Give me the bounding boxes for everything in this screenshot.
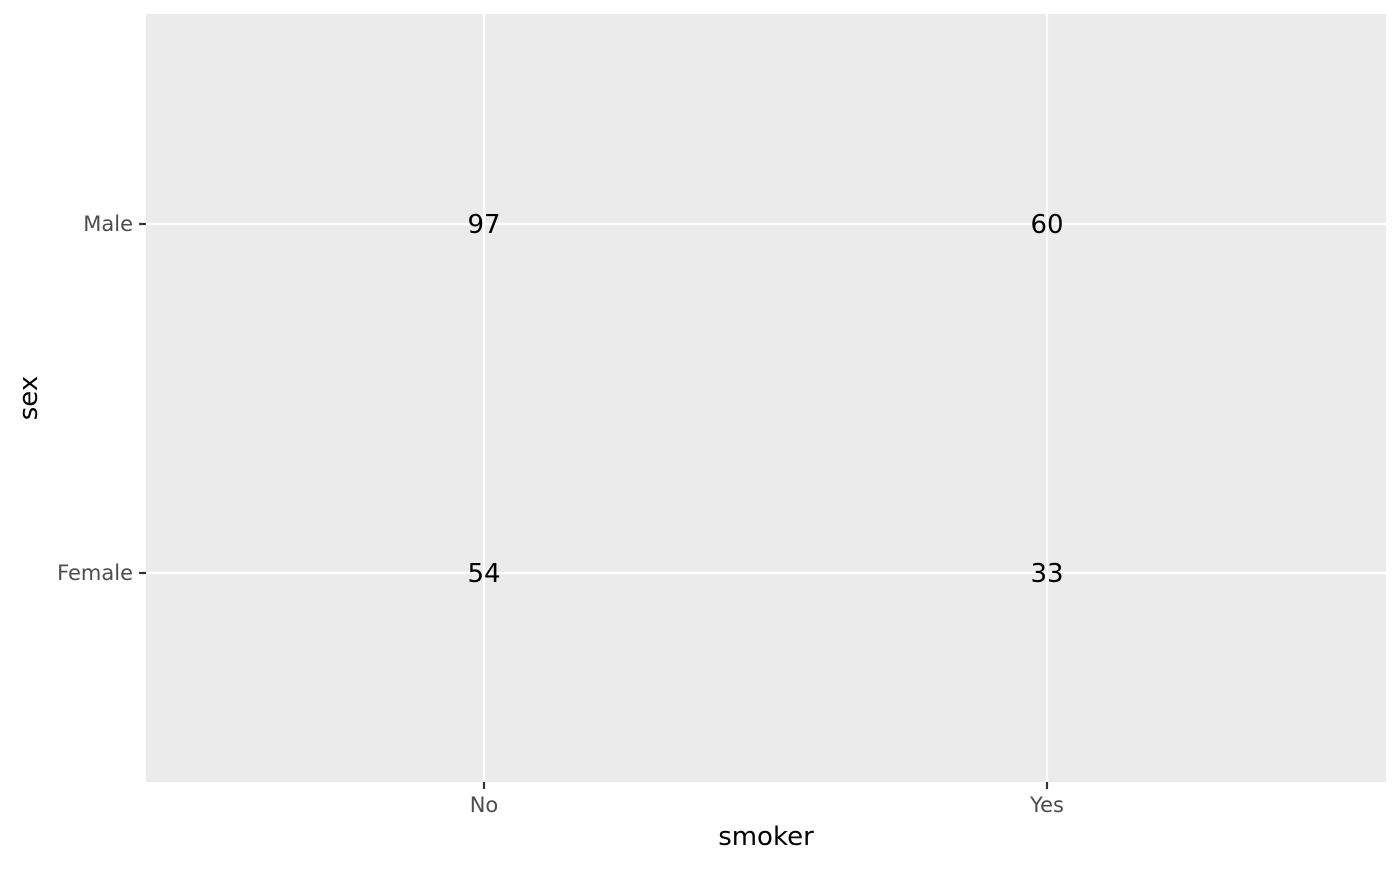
cell-label-female-yes: 33 <box>1030 559 1063 589</box>
cell-label-male-no: 97 <box>467 210 500 240</box>
y-tick-label-female: Female <box>57 561 133 585</box>
x-tick-label-yes: Yes <box>1029 793 1064 817</box>
cell-labels: 97 60 54 33 <box>467 210 1063 589</box>
cell-label-male-yes: 60 <box>1030 210 1063 240</box>
axis-ticks: No Yes Female Male <box>57 212 1064 817</box>
grid-lines <box>146 14 1386 782</box>
y-axis-title: sex <box>14 376 44 420</box>
plot-panel <box>146 14 1386 782</box>
x-axis-title: smoker <box>718 822 814 852</box>
x-tick-label-no: No <box>470 793 499 817</box>
y-tick-label-male: Male <box>83 212 133 236</box>
cell-label-female-no: 54 <box>467 559 500 589</box>
